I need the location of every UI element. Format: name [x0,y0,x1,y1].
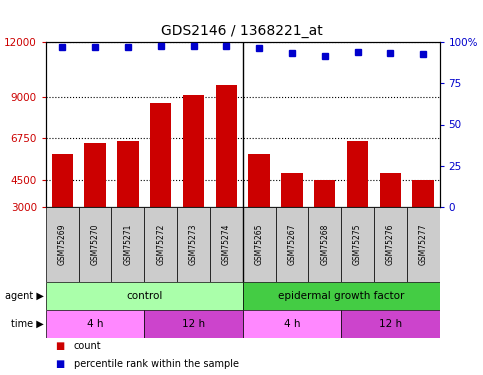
Text: 4 h: 4 h [87,319,103,329]
Text: time ▶: time ▶ [11,319,43,329]
Text: 12 h: 12 h [379,319,402,329]
Bar [242,310,341,338]
Text: GSM75265: GSM75265 [255,224,264,265]
Text: epidermal growth factor: epidermal growth factor [278,291,404,301]
Bar [242,207,275,282]
Text: GSM75271: GSM75271 [123,224,132,265]
Bar [210,207,243,282]
Text: GSM75268: GSM75268 [320,224,329,265]
Bar [275,207,308,282]
Bar [341,310,440,338]
Bar [183,95,204,207]
Bar [177,207,210,282]
Bar [242,282,440,310]
Bar [374,207,407,282]
Bar [281,173,302,207]
Bar [117,141,139,207]
Text: GSM75272: GSM75272 [156,224,165,265]
Text: GSM75270: GSM75270 [91,224,99,265]
Bar [314,180,335,207]
Text: GSM75269: GSM75269 [58,224,67,265]
Bar [347,141,368,207]
Text: GSM75275: GSM75275 [353,224,362,265]
Text: control: control [126,291,162,301]
Bar [380,173,401,207]
Text: 4 h: 4 h [284,319,300,329]
Bar [46,282,242,310]
Bar [79,207,112,282]
Bar [144,207,177,282]
Text: ■: ■ [56,359,65,369]
Text: GSM75274: GSM75274 [222,224,231,265]
Text: ■: ■ [56,340,65,351]
Text: 12 h: 12 h [182,319,205,329]
Text: GSM75267: GSM75267 [287,224,297,265]
Text: GSM75277: GSM75277 [419,224,427,265]
Bar [248,154,270,207]
Bar [215,85,237,207]
Bar [46,310,144,338]
Bar [144,310,242,338]
Bar [52,154,73,207]
Text: GSM75276: GSM75276 [386,224,395,265]
Text: GSM75273: GSM75273 [189,224,198,265]
Bar [46,207,79,282]
Bar [150,102,171,207]
Bar [112,207,144,282]
Bar [308,207,341,282]
Bar [412,180,434,207]
Text: agent ▶: agent ▶ [5,291,43,301]
Text: count: count [74,340,101,351]
Bar [85,143,106,207]
Bar [407,207,440,282]
Text: GDS2146 / 1368221_at: GDS2146 / 1368221_at [161,24,322,38]
Bar [341,207,374,282]
Text: percentile rank within the sample: percentile rank within the sample [74,359,239,369]
